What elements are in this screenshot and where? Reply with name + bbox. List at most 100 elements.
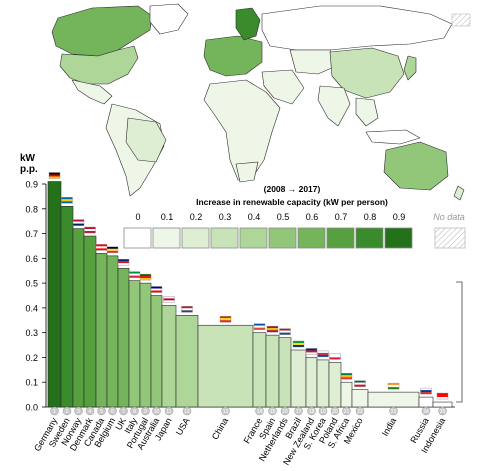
flag-stripe (61, 197, 73, 200)
flag-border (292, 340, 305, 348)
legend-ticks: 0 0.1 0.2 0.3 0.4 0.5 0.6 0.7 0.8 0.9 (135, 212, 405, 222)
flag-stripe (437, 395, 448, 398)
flag-stripe (437, 397, 448, 400)
legend-tick-label: 0.9 (393, 212, 406, 222)
flag-border (305, 348, 318, 355)
flag-stripe (329, 353, 341, 356)
rank-circle (85, 406, 95, 416)
flag-stripe (293, 343, 304, 346)
legend-swatch (123, 227, 152, 249)
map-region-southeast-asia (355, 97, 379, 127)
legend-title: Increase in renewable capacity (kW per p… (196, 197, 388, 207)
rank-circle (74, 406, 83, 416)
flag-stripe (329, 355, 341, 358)
rank-circle (130, 406, 139, 416)
flag-italy (128, 271, 141, 278)
map-region-usa (59, 45, 139, 85)
flag-stripe (279, 330, 291, 333)
flag-stripe (61, 201, 73, 204)
bar-india (367, 391, 420, 408)
flag-stripe (107, 250, 118, 253)
legend-tick-label: 0 (135, 212, 140, 222)
flag-s-korea (317, 350, 329, 358)
rank-number: 7 (122, 409, 125, 415)
rank-circle (141, 406, 150, 416)
legend-swatches (123, 227, 413, 249)
map-region-canada (51, 5, 153, 57)
y-tick-label: 0.8 (25, 204, 38, 214)
rank-number: 25 (440, 409, 446, 415)
x-tick-labels: GermanySwedenNorwayDenmarkCanadaBelgiumU… (32, 416, 447, 467)
x-tick-label-india: India (380, 416, 398, 438)
map-region-middle-east (261, 69, 305, 105)
x-tick-label-china: China (210, 416, 230, 441)
flag-border (48, 172, 61, 179)
bar-sweden (60, 206, 74, 408)
legend-swatch (239, 227, 268, 249)
flag-france (253, 323, 266, 330)
legend-swatch (297, 227, 326, 249)
flag-border (84, 226, 96, 234)
legend-swatch (384, 227, 413, 249)
flag-stripe (306, 352, 317, 355)
flag-stripe (163, 300, 175, 303)
flag-new-zealand (305, 348, 318, 355)
flag-border (436, 392, 449, 400)
flag-stripe (267, 330, 278, 333)
flag-s-africa (340, 373, 353, 380)
bar-japan (161, 305, 177, 408)
flag-stripe (267, 326, 278, 329)
flag-stripe (354, 382, 366, 385)
flag-portugal (139, 273, 152, 281)
bar-denmark (83, 235, 97, 408)
flag-stripe (341, 375, 352, 378)
flag-stripe (118, 261, 129, 264)
flag-stripe (329, 357, 341, 360)
flag-stripe (140, 276, 151, 279)
bar-norway (72, 228, 85, 408)
legend-swatch (181, 227, 210, 249)
rank-circle (97, 406, 106, 416)
bar-usa (175, 315, 199, 408)
rank-number: 21 (344, 409, 350, 415)
flag-stripe (84, 229, 96, 232)
rank-circle (294, 406, 303, 416)
rank-circle (255, 406, 264, 416)
flag-belgium (106, 246, 119, 254)
flag-stripe (306, 348, 317, 351)
rank-number: 17 (296, 409, 302, 415)
flag-border (61, 197, 73, 204)
flag-uk (117, 259, 130, 266)
no-data-label: No data (433, 212, 465, 222)
rank-circle (280, 406, 290, 416)
rank-circle (221, 406, 230, 416)
rank-circle (438, 406, 447, 416)
flag-norway (72, 219, 85, 226)
legend-tick-label: 0.4 (248, 212, 261, 222)
bar-indonesia (432, 401, 453, 408)
flag-usa (181, 306, 193, 313)
rank-number: 9 (144, 409, 147, 415)
flag-stripe (279, 328, 291, 331)
rank-circle (307, 406, 316, 416)
bar-mexico (351, 389, 369, 408)
rank-number: 3 (77, 409, 80, 415)
flag-stripe (151, 286, 162, 289)
rank-circle (268, 406, 277, 416)
flag-stripe (267, 328, 278, 331)
flag-stripe (293, 341, 304, 344)
bar-russia (418, 396, 434, 408)
flag-border (317, 350, 329, 358)
flag-stripe (341, 373, 352, 376)
right-bracket (456, 281, 463, 403)
rank-circles: 1 2 3 4 5 6 7 8 9 10 11 12 13 14 15 16 17 18 19 20 21 22 23 24 2… (50, 406, 447, 416)
y-axis-label-unit: kW (20, 153, 36, 164)
rank-number: 22 (357, 409, 363, 415)
flag-stripe (388, 387, 399, 390)
flag-sweden (61, 197, 73, 204)
flag-stripe (388, 385, 399, 388)
bar-canada (95, 253, 108, 408)
bar-germany (47, 181, 62, 408)
map-region-japan (403, 55, 417, 81)
